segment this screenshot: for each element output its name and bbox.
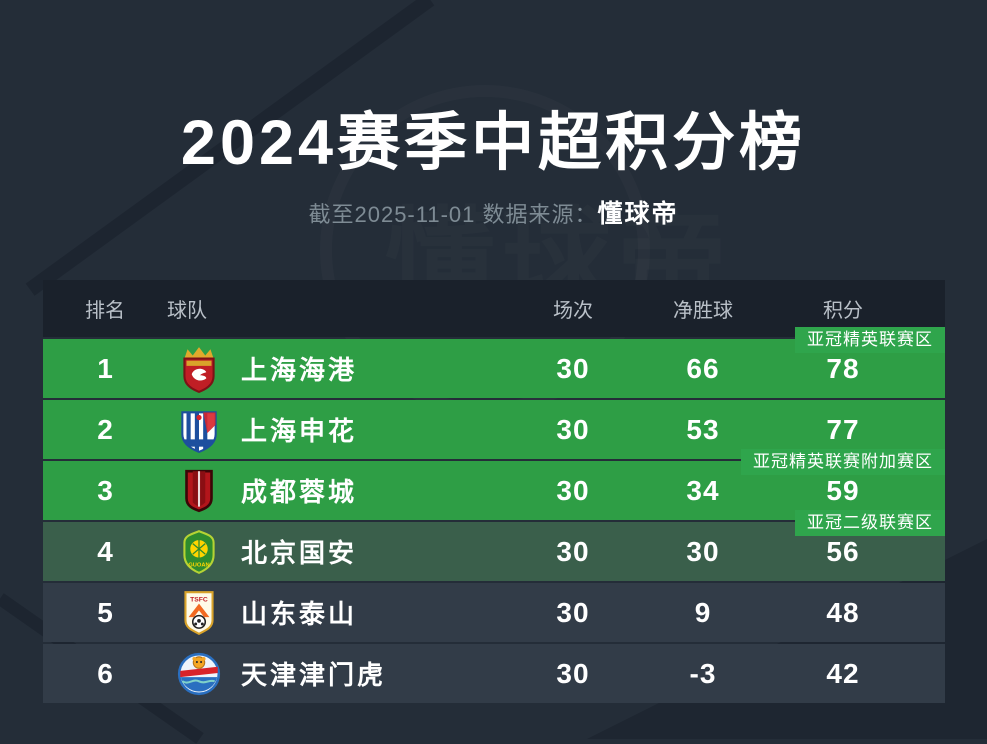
goal-difference: 66 — [686, 352, 720, 384]
matches-played: 30 — [556, 535, 590, 567]
rank-value: 1 — [97, 352, 113, 384]
points: 77 — [826, 413, 860, 445]
rank-value: 4 — [97, 535, 113, 567]
matches-played: 30 — [556, 474, 590, 506]
goal-difference: 30 — [686, 535, 720, 567]
table-row: 1 上海海港 30 66 78 亚冠精英联赛区 — [43, 327, 945, 398]
team-name: 上海申花 — [241, 416, 358, 446]
team-name: 山东泰山 — [241, 599, 358, 629]
points: 59 — [826, 474, 860, 506]
table-row: 5 TSFC 山东泰山 30 9 48 — [43, 583, 945, 642]
table-row: 6 天津津门虎 30 -3 42 — [43, 644, 945, 703]
team-name: 北京国安 — [241, 538, 358, 568]
points: 78 — [826, 352, 860, 384]
table-row: 4 GUOAN 北京国安 30 30 56 亚冠二级联赛区 — [43, 510, 945, 581]
points: 56 — [826, 535, 860, 567]
team-logo-tianjin-jinmen-tiger-icon — [167, 649, 231, 699]
matches-played: 30 — [556, 352, 590, 384]
team-name: 成都蓉城 — [241, 477, 358, 507]
standings-table: 排名 球队 场次 净胜球 积分 1 上海海港 30 66 78 亚冠精英联赛区 … — [43, 280, 945, 703]
table-row: 3 成都蓉城 30 34 59 亚冠精英联赛附加赛区 — [43, 449, 945, 520]
team-logo-beijing-guoan-icon: GUOAN — [167, 527, 231, 577]
team-name: 上海海港 — [241, 355, 358, 385]
zone-badge-acl-elite: 亚冠精英联赛区 — [795, 327, 945, 353]
matches-played: 30 — [556, 413, 590, 445]
points: 48 — [826, 596, 860, 628]
page-title: 2024赛季中超积分榜 — [180, 108, 807, 178]
page-subtitle: 截至2025-11-01 数据来源：懂球帝 — [0, 194, 987, 230]
team-logo-shanghai-shenhua-icon — [167, 405, 231, 455]
zone-badge-acl-elite-playoff: 亚冠精英联赛附加赛区 — [741, 449, 945, 475]
svg-text:TSFC: TSFC — [190, 596, 208, 603]
svg-text:GUOAN: GUOAN — [188, 562, 209, 568]
table-row: 2 上海申花 30 53 77 — [43, 400, 945, 459]
header-points: 积分 — [823, 300, 863, 322]
rank-value: 2 — [97, 413, 113, 445]
team-logo-chengdu-rongcheng-icon — [167, 466, 231, 516]
subtitle-prefix: 截至2025-11-01 数据来源： — [308, 202, 598, 227]
rank-value: 3 — [97, 474, 113, 506]
header-played: 场次 — [553, 300, 593, 322]
header-team: 球队 — [167, 300, 207, 322]
team-logo-shandong-taishan-icon: TSFC — [167, 588, 231, 638]
team-name: 天津津门虎 — [241, 660, 387, 690]
matches-played: 30 — [556, 657, 590, 689]
matches-played: 30 — [556, 596, 590, 628]
rank-value: 6 — [97, 657, 113, 689]
table-header-row: 排名 球队 场次 净胜球 积分 — [43, 280, 945, 337]
header-rank: 排名 — [85, 300, 125, 322]
header-goal-diff: 净胜球 — [673, 300, 733, 322]
goal-difference: -3 — [689, 657, 717, 689]
points: 42 — [826, 657, 860, 689]
goal-difference: 34 — [686, 474, 720, 506]
goal-difference: 53 — [686, 413, 720, 445]
rank-value: 5 — [97, 596, 113, 628]
team-logo-shanghai-port-icon — [167, 344, 231, 394]
goal-difference: 9 — [694, 596, 712, 628]
data-source-name: 懂球帝 — [597, 200, 679, 228]
zone-badge-acl-two: 亚冠二级联赛区 — [795, 510, 945, 536]
